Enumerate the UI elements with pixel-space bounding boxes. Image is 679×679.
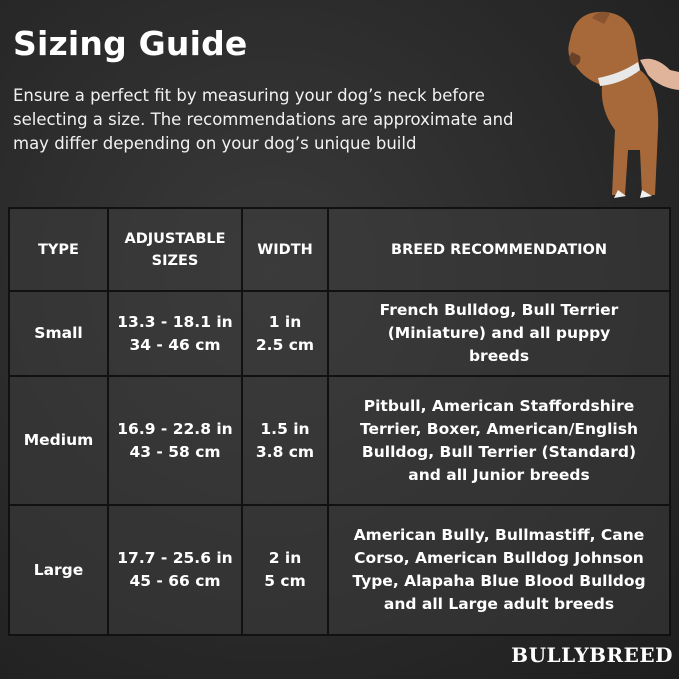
width-in: 1 in <box>268 312 302 331</box>
cell-width: 1.5 in 3.8 cm <box>241 375 329 506</box>
header-sizes: ADJUSTABLE SIZES <box>107 207 243 292</box>
width-cm: 2.5 cm <box>255 335 315 354</box>
cell-type: Large <box>8 504 109 636</box>
table-header-row: TYPE ADJUSTABLE SIZES WIDTH BREED RECOMM… <box>8 207 671 292</box>
header-width: WIDTH <box>241 207 329 292</box>
cell-breeds: American Bully, Bullmastiff, Cane Corso,… <box>327 504 671 636</box>
cell-size: 17.7 - 25.6 in 45 - 66 cm <box>107 504 243 636</box>
cell-size: 13.3 - 18.1 in 34 - 46 cm <box>107 290 243 377</box>
cell-width: 1 in 2.5 cm <box>241 290 329 377</box>
cell-type: Medium <box>8 375 109 506</box>
brand-logo: BULLYBREED <box>511 643 673 667</box>
size-cm: 43 - 58 cm <box>129 442 221 461</box>
table-row-medium: Medium 16.9 - 22.8 in 43 - 58 cm 1.5 in 3.… <box>8 375 671 506</box>
cell-size: 16.9 - 22.8 in 43 - 58 cm <box>107 375 243 506</box>
size-in: 17.7 - 25.6 in <box>117 549 233 567</box>
table-row-large: Large 17.7 - 25.6 in 45 - 66 cm 2 in 5 cm … <box>8 504 671 636</box>
cell-type: Small <box>8 290 109 377</box>
page-title: Sizing Guide <box>13 24 248 63</box>
size-in: 13.3 - 18.1 in <box>117 312 233 331</box>
dog-measuring-photo <box>568 11 679 198</box>
intro-text: Ensure a perfect fit by measuring your d… <box>13 86 514 153</box>
sizing-table: TYPE ADJUSTABLE SIZES WIDTH BREED RECOMM… <box>8 207 671 636</box>
width-in: 2 in <box>268 549 302 567</box>
size-cm: 34 - 46 cm <box>129 335 221 354</box>
header-type: TYPE <box>8 207 109 292</box>
cell-breeds: French Bulldog, Bull Terrier (Miniature)… <box>327 290 671 377</box>
width-in: 1.5 in <box>260 419 310 438</box>
width-cm: 3.8 cm <box>255 442 315 461</box>
width-cm: 5 cm <box>264 572 306 590</box>
cell-width: 2 in 5 cm <box>241 504 329 636</box>
cell-breeds: Pitbull, American Staffordshire Terrier,… <box>327 375 671 506</box>
size-cm: 45 - 66 cm <box>129 572 221 590</box>
table-row-small: Small 13.3 - 18.1 in 34 - 46 cm 1 in 2.5 c… <box>8 290 671 377</box>
size-in: 16.9 - 22.8 in <box>117 419 233 438</box>
header-breed: BREED RECOMMENDATION <box>327 207 671 292</box>
